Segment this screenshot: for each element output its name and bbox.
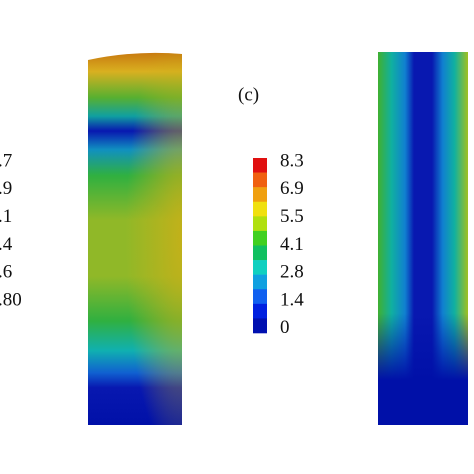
legend-label: .1	[0, 206, 12, 227]
colorbar-label: 4.1	[280, 234, 304, 255]
colorbar-band	[253, 158, 267, 173]
legend-label: .6	[0, 262, 12, 283]
colorbar-band	[253, 303, 267, 319]
contour-shade	[378, 52, 468, 425]
colorbar-band	[253, 172, 267, 188]
panel-label: (c)	[238, 84, 259, 105]
colorbar-band	[253, 274, 267, 290]
colorbar-band	[253, 318, 267, 334]
colorbar-band	[253, 260, 267, 275]
colorbar-label: 8.3	[280, 150, 304, 171]
colorbar-band	[253, 230, 267, 246]
colorbar-label: 1.4	[280, 289, 304, 310]
colorbar-band	[253, 245, 267, 261]
legend-label: .80	[0, 289, 22, 310]
colorbar-label: 6.9	[280, 178, 304, 199]
legend-label: .9	[0, 178, 12, 199]
colorbar-band	[253, 187, 267, 203]
left-legend: .7 .9 .1 .4 .6 .80	[0, 150, 22, 310]
colorbar-band	[253, 216, 267, 232]
colorbar-label: 2.8	[280, 262, 304, 283]
colorbar-label: 0	[280, 317, 290, 338]
colorbar	[253, 158, 267, 334]
colorbar-label: 5.5	[280, 206, 304, 227]
colorbar-band	[253, 201, 267, 217]
legend-label: .4	[0, 234, 13, 255]
legend-label: .7	[0, 150, 12, 171]
colorbar-labels: 8.3 6.9 5.5 4.1 2.8 1.4 0	[280, 150, 304, 338]
contour-highlight	[88, 52, 182, 425]
colorbar-band	[253, 289, 267, 305]
